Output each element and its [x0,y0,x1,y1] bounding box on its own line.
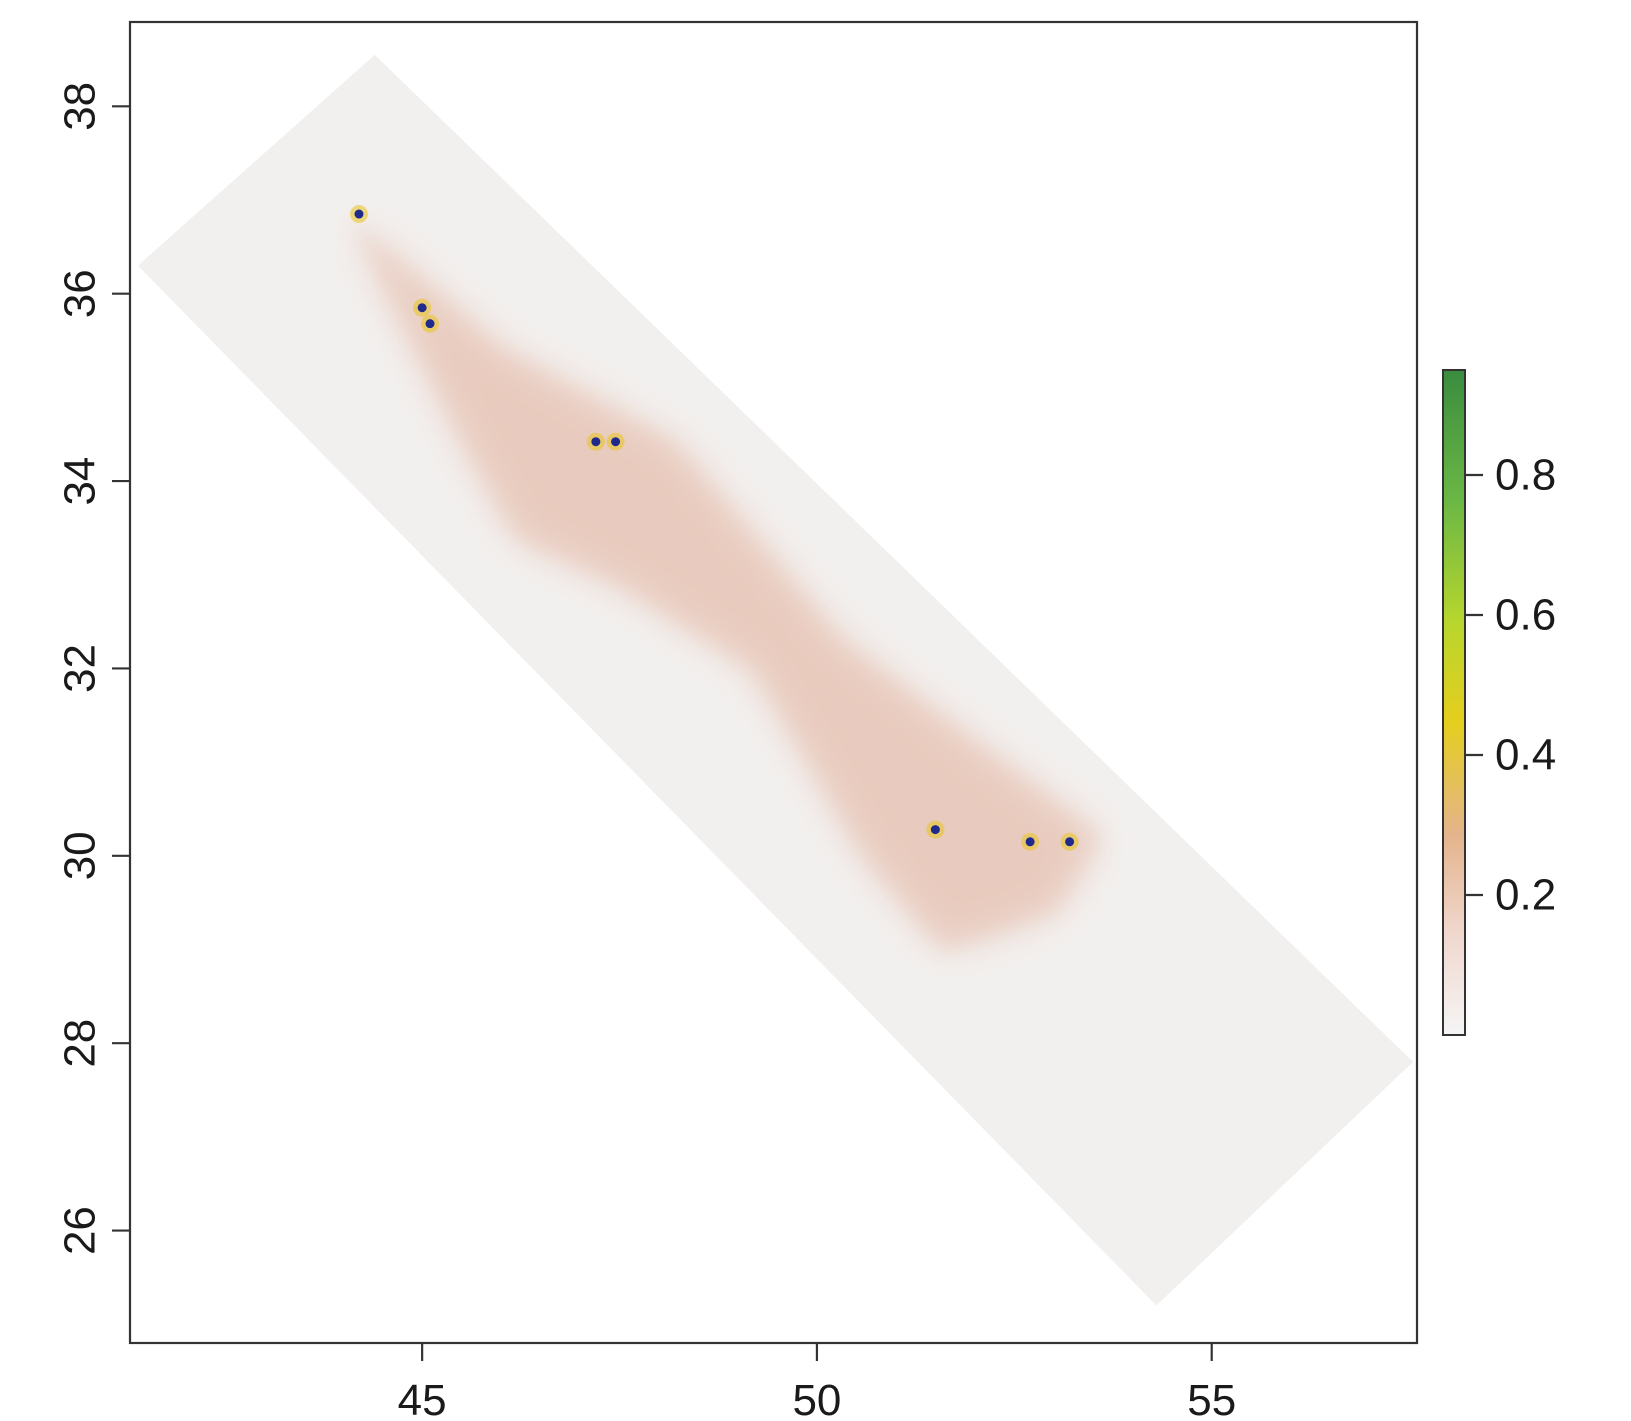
y-tick-label: 28 [56,1019,105,1068]
y-tick-label: 36 [56,269,105,318]
legend-tick-label: 0.2 [1495,871,1556,920]
y-tick-label: 38 [56,82,105,131]
y-axis: 26 28 30 32 34 36 38 [56,82,130,1255]
occurrence-points [349,205,1079,851]
x-axis: 45 50 55 [398,1343,1236,1421]
occurrence-point-dot [1025,837,1035,847]
occurrence-point [349,205,368,224]
y-tick-label: 34 [56,457,105,506]
color-legend: 0.2 0.4 0.6 0.8 [1442,369,1556,1036]
occurrence-point-dot [1065,837,1075,847]
legend-tick-label: 0.6 [1495,591,1556,640]
x-tick-label: 50 [792,1376,841,1421]
occurrence-point [586,432,605,451]
occurrence-point [413,298,432,317]
plot-frame [128,20,1419,1345]
occurrence-point-dot [611,437,621,447]
occurrence-point [1060,832,1079,851]
legend-ticks: 0.2 0.4 0.6 0.8 [1465,451,1556,920]
occurrence-point [1021,832,1040,851]
occurrence-point [421,314,440,333]
legend-tick-label: 0.8 [1495,451,1556,500]
occurrence-point [926,820,945,839]
occurrence-point-dot [930,825,940,835]
y-tick-label: 32 [56,644,105,693]
occurrence-point-dot [591,437,601,447]
legend-tick-label: 0.4 [1495,731,1556,780]
occurrence-point [606,432,625,451]
y-tick-label: 26 [56,1206,105,1255]
suitability-raster [137,54,1414,1306]
occurrence-point-dot [354,209,364,219]
core-suitability-zone [351,218,1102,950]
x-tick-label: 45 [398,1376,447,1421]
occurrence-point-dot [425,319,435,329]
x-tick-label: 55 [1187,1376,1236,1421]
y-tick-label: 30 [56,831,105,880]
occurrence-point-dot [417,303,427,313]
legend-color-bar [1442,369,1466,1036]
